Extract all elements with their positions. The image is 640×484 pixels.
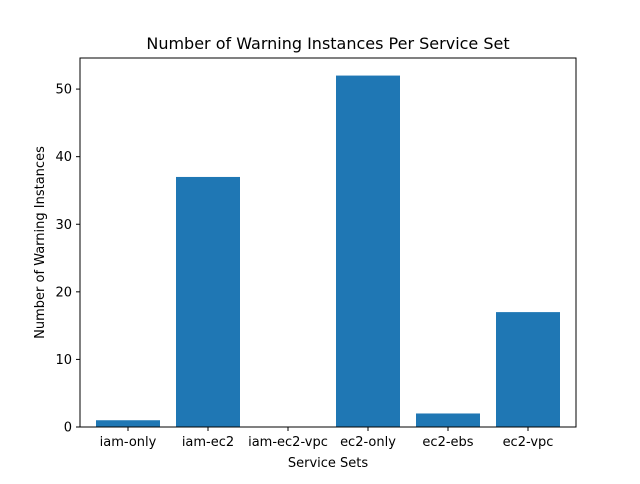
x-axis-label: Service Sets bbox=[288, 456, 369, 471]
y-tick-label: 40 bbox=[55, 150, 72, 165]
x-tick-label: iam-only bbox=[100, 435, 157, 450]
bar-ec2-vpc bbox=[496, 312, 560, 427]
x-tick-label: ec2-only bbox=[340, 435, 396, 450]
bar-ec2-only bbox=[336, 75, 400, 427]
x-tick-label: ec2-vpc bbox=[503, 435, 554, 450]
y-tick-label: 0 bbox=[64, 421, 72, 436]
chart-title: Number of Warning Instances Per Service … bbox=[146, 34, 509, 53]
plot-frame bbox=[79, 57, 577, 428]
x-tick-label: iam-ec2-vpc bbox=[248, 435, 328, 450]
x-axis-ticks: iam-only iam-ec2 iam-ec2-vpc ec2-only ec2-eb… bbox=[100, 427, 554, 450]
bar-ec2-ebs bbox=[416, 413, 480, 427]
y-axis-ticks: 0 10 20 30 40 50 bbox=[55, 83, 80, 436]
y-tick-label: 50 bbox=[55, 83, 72, 98]
bars-group bbox=[96, 75, 560, 427]
x-tick-label: ec2-ebs bbox=[422, 435, 473, 450]
bar-iam-ec2 bbox=[176, 176, 240, 427]
y-tick-label: 30 bbox=[55, 218, 72, 233]
y-axis-label: Number of Warning Instances bbox=[33, 146, 48, 339]
x-tick-label: iam-ec2 bbox=[182, 435, 234, 450]
bar-iam-only bbox=[96, 420, 160, 427]
y-tick-label: 10 bbox=[55, 353, 72, 368]
y-tick-label: 20 bbox=[55, 285, 72, 300]
